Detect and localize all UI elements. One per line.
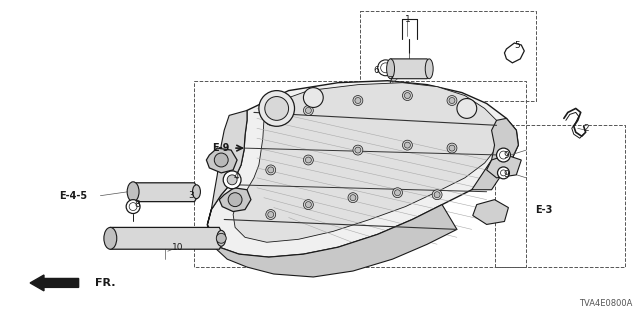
Circle shape bbox=[223, 171, 241, 189]
Text: TVA4E0800A: TVA4E0800A bbox=[579, 299, 632, 308]
Circle shape bbox=[303, 200, 314, 210]
Text: 9: 9 bbox=[504, 170, 509, 180]
Circle shape bbox=[348, 193, 358, 203]
Circle shape bbox=[404, 142, 410, 148]
Circle shape bbox=[404, 92, 410, 99]
Circle shape bbox=[305, 202, 311, 208]
Circle shape bbox=[259, 91, 294, 126]
Ellipse shape bbox=[127, 182, 139, 202]
Circle shape bbox=[447, 96, 457, 106]
Text: 1: 1 bbox=[404, 15, 410, 24]
Circle shape bbox=[126, 200, 140, 213]
Text: 7: 7 bbox=[388, 76, 394, 85]
Circle shape bbox=[353, 145, 363, 155]
Circle shape bbox=[449, 145, 455, 151]
Text: 6: 6 bbox=[374, 66, 380, 75]
Polygon shape bbox=[108, 228, 222, 249]
Circle shape bbox=[266, 116, 276, 125]
Polygon shape bbox=[220, 188, 251, 212]
Circle shape bbox=[227, 175, 237, 185]
Circle shape bbox=[449, 98, 455, 103]
Circle shape bbox=[214, 153, 228, 167]
Circle shape bbox=[355, 98, 361, 103]
Circle shape bbox=[268, 212, 274, 218]
Polygon shape bbox=[207, 204, 457, 277]
Text: 9: 9 bbox=[504, 150, 509, 160]
Circle shape bbox=[353, 96, 363, 106]
Polygon shape bbox=[130, 183, 198, 202]
Polygon shape bbox=[472, 118, 518, 190]
Circle shape bbox=[457, 99, 477, 118]
Circle shape bbox=[432, 190, 442, 200]
Ellipse shape bbox=[425, 59, 433, 79]
Circle shape bbox=[266, 210, 276, 220]
Polygon shape bbox=[233, 83, 502, 242]
Text: 3: 3 bbox=[189, 191, 195, 200]
Text: 8: 8 bbox=[134, 200, 140, 209]
Circle shape bbox=[228, 193, 242, 207]
Ellipse shape bbox=[193, 185, 200, 199]
Circle shape bbox=[392, 188, 403, 198]
Circle shape bbox=[394, 190, 401, 196]
Text: 4: 4 bbox=[233, 172, 239, 181]
Text: E-4-5: E-4-5 bbox=[59, 191, 87, 201]
FancyArrow shape bbox=[30, 275, 79, 291]
Ellipse shape bbox=[104, 228, 116, 249]
Circle shape bbox=[434, 192, 440, 198]
Text: E-9: E-9 bbox=[212, 143, 230, 153]
Circle shape bbox=[265, 97, 289, 120]
Polygon shape bbox=[504, 43, 524, 63]
Circle shape bbox=[129, 203, 137, 211]
Circle shape bbox=[499, 151, 508, 159]
Text: E-3: E-3 bbox=[536, 204, 553, 215]
Circle shape bbox=[403, 140, 412, 150]
Circle shape bbox=[378, 60, 394, 76]
Polygon shape bbox=[388, 59, 429, 79]
Text: FR.: FR. bbox=[95, 278, 116, 288]
Circle shape bbox=[497, 167, 509, 179]
Polygon shape bbox=[207, 81, 518, 257]
Circle shape bbox=[305, 157, 311, 163]
Circle shape bbox=[268, 117, 274, 123]
Circle shape bbox=[303, 106, 314, 116]
Circle shape bbox=[266, 165, 276, 175]
Circle shape bbox=[305, 108, 311, 113]
Circle shape bbox=[497, 148, 510, 162]
Polygon shape bbox=[486, 155, 522, 178]
Text: 2: 2 bbox=[584, 124, 589, 133]
Circle shape bbox=[303, 88, 323, 108]
Text: 10: 10 bbox=[172, 243, 184, 252]
Polygon shape bbox=[473, 200, 508, 224]
Circle shape bbox=[216, 233, 226, 243]
Circle shape bbox=[500, 170, 506, 176]
Circle shape bbox=[381, 63, 390, 73]
Circle shape bbox=[268, 167, 274, 173]
Circle shape bbox=[447, 143, 457, 153]
Circle shape bbox=[303, 155, 314, 165]
Polygon shape bbox=[207, 110, 247, 224]
Circle shape bbox=[403, 91, 412, 100]
Circle shape bbox=[355, 147, 361, 153]
Text: 5: 5 bbox=[515, 41, 520, 50]
Circle shape bbox=[350, 195, 356, 201]
Ellipse shape bbox=[387, 59, 394, 79]
Ellipse shape bbox=[217, 230, 226, 246]
Polygon shape bbox=[206, 148, 237, 173]
